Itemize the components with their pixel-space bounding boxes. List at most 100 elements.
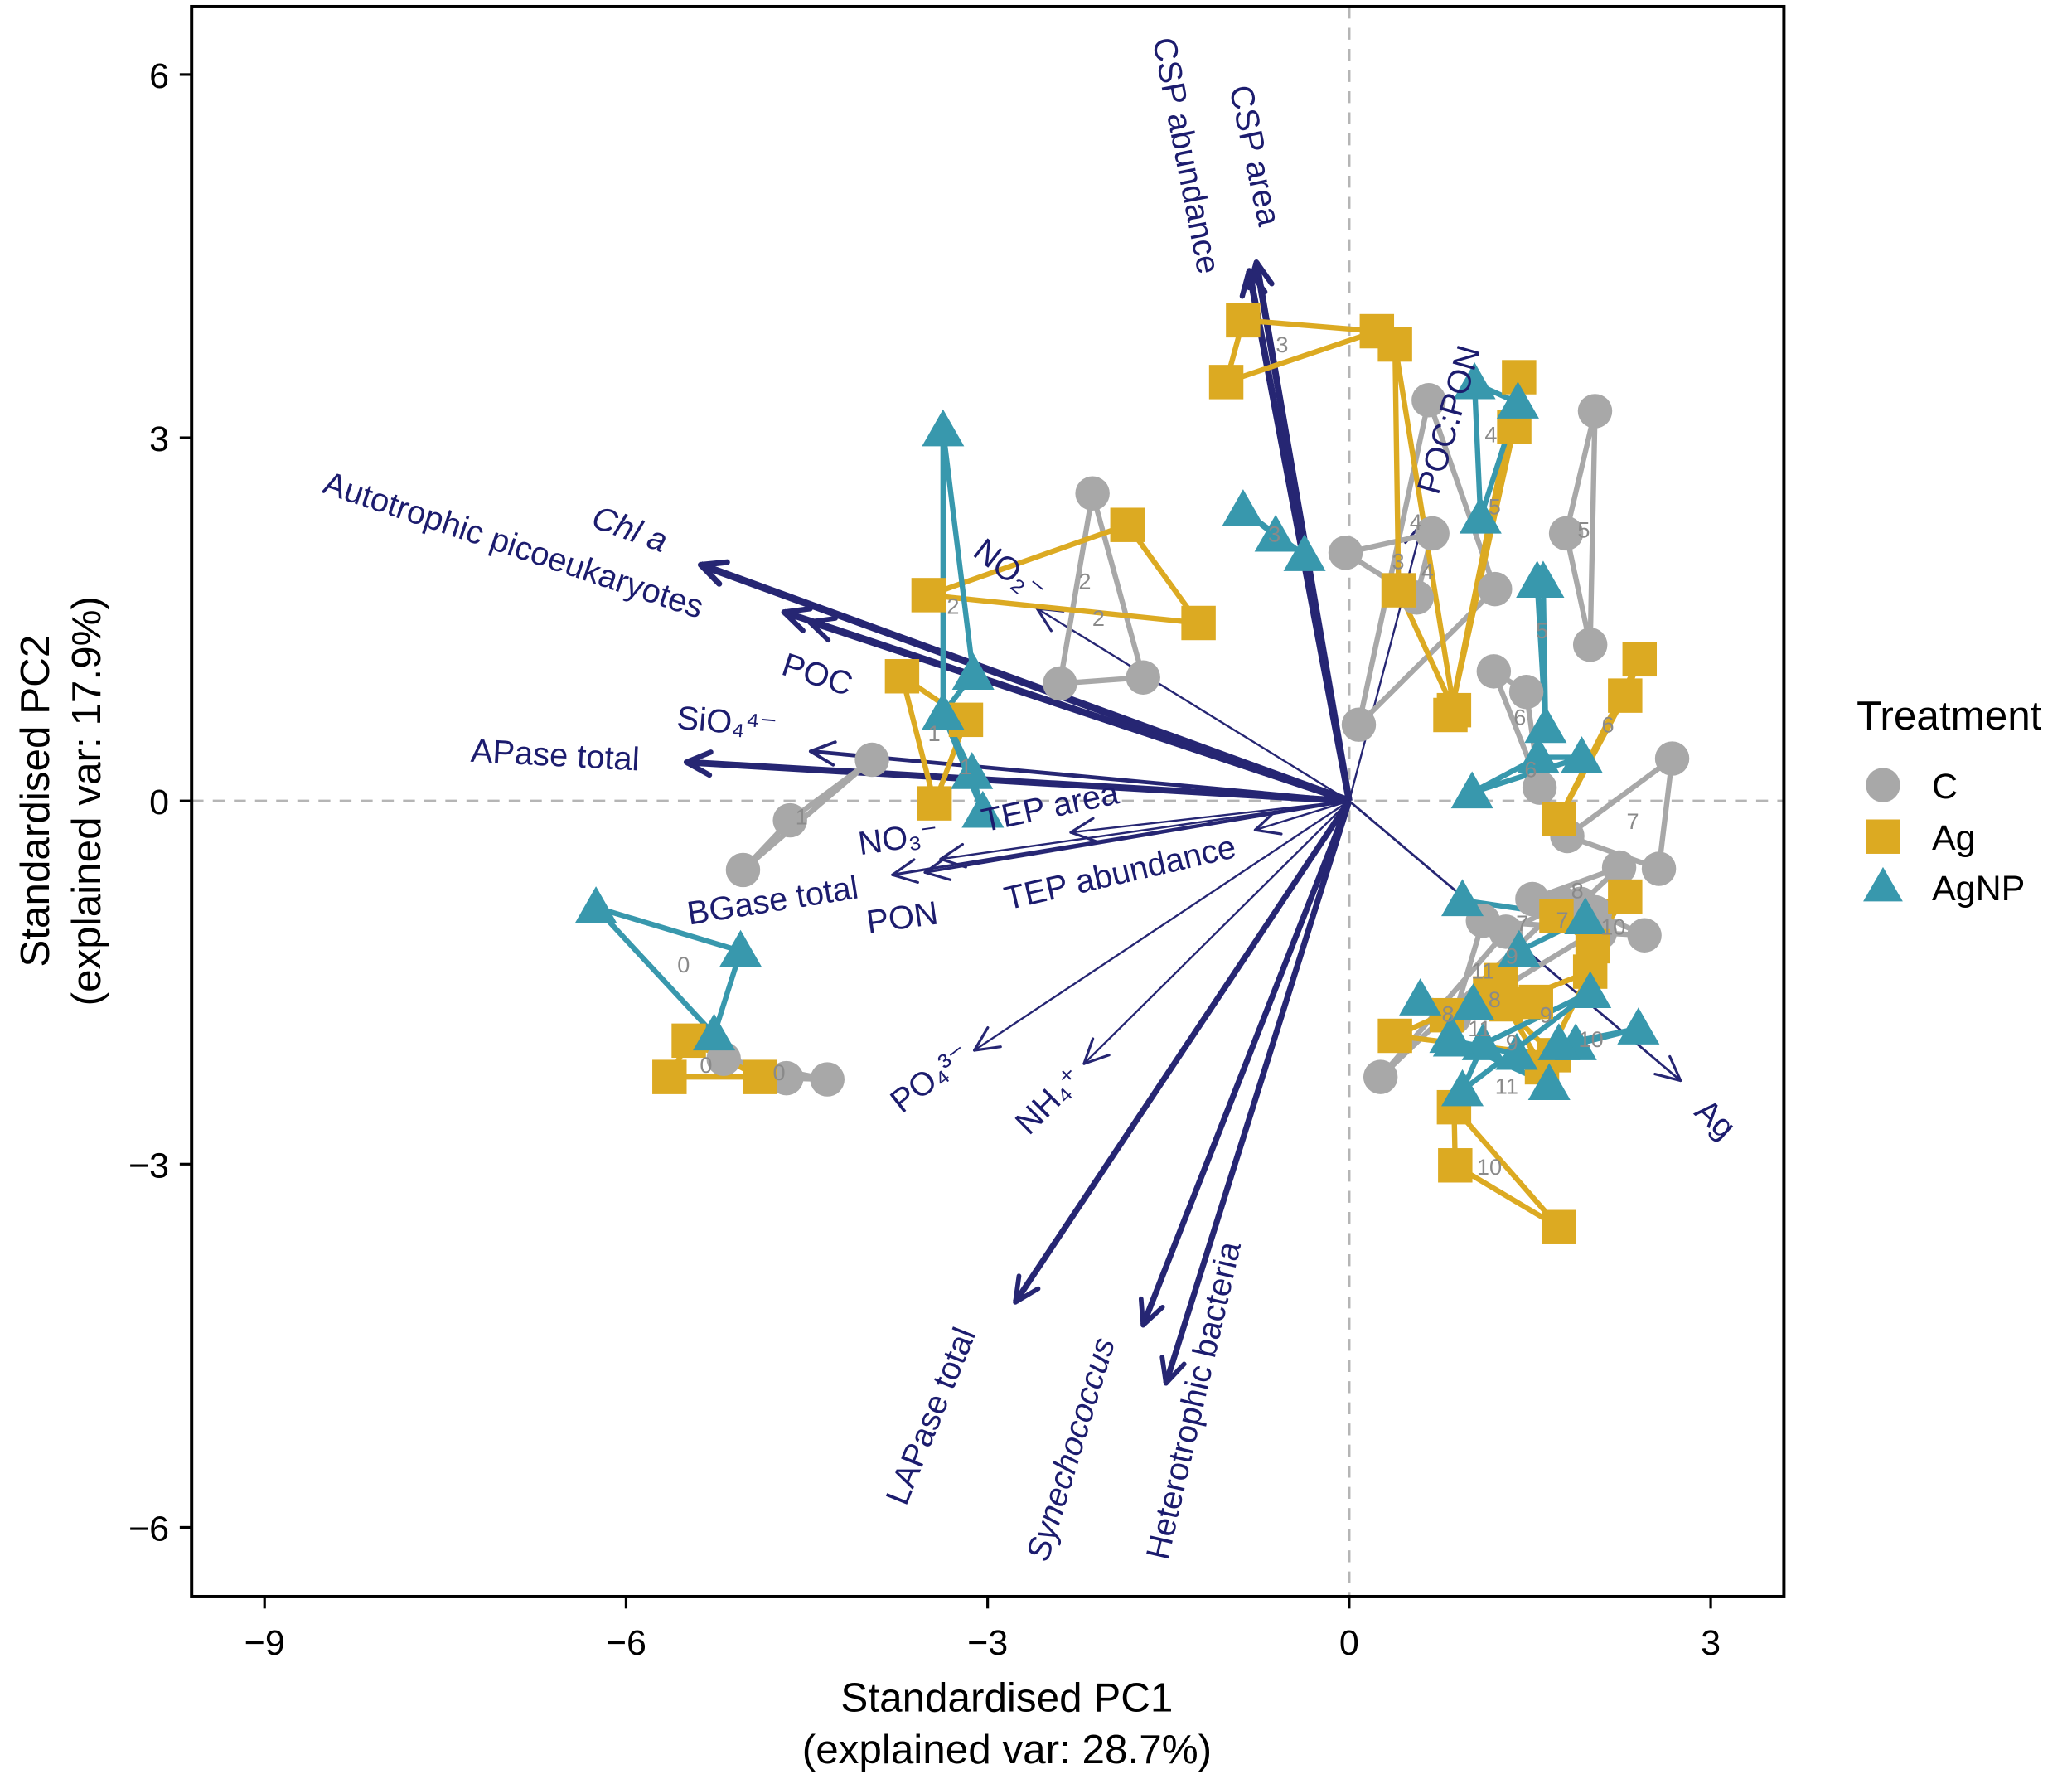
point-agnp bbox=[1222, 489, 1265, 526]
point-ag bbox=[1110, 507, 1145, 542]
group-outline-agnp bbox=[940, 710, 986, 815]
arrow-head bbox=[683, 749, 714, 765]
day-label: 7 bbox=[1627, 808, 1639, 834]
point-ag bbox=[743, 1059, 777, 1094]
point-c bbox=[1476, 654, 1512, 689]
arrow-shaft bbox=[1255, 800, 1350, 831]
arrow-shaft bbox=[1163, 800, 1353, 1384]
group-outline-ag bbox=[926, 522, 1202, 626]
day-label: 4 bbox=[1484, 422, 1497, 448]
arrow-head bbox=[973, 1025, 990, 1052]
point-agnp bbox=[1524, 705, 1567, 744]
y-tick-label: −3 bbox=[128, 1146, 169, 1185]
point-agnp bbox=[1527, 1063, 1571, 1101]
arrow-head bbox=[1069, 817, 1095, 834]
point-agnp bbox=[1564, 897, 1607, 934]
arrow-head bbox=[891, 873, 919, 884]
point-agnp bbox=[719, 929, 762, 967]
point-c bbox=[1328, 536, 1363, 570]
arrow-head bbox=[1013, 1286, 1041, 1305]
group-outline-c bbox=[1563, 408, 1598, 647]
point-c bbox=[810, 1062, 845, 1097]
day-label: 6 bbox=[1601, 712, 1614, 738]
day-label: 6 bbox=[1513, 704, 1526, 730]
day-label: 10 bbox=[1477, 1154, 1502, 1180]
arrow-head bbox=[698, 561, 723, 587]
x-axis-subtitle: (explained var: 28.7%) bbox=[802, 1727, 1212, 1772]
arrow-shaft bbox=[1036, 607, 1350, 802]
group-outline-agnp bbox=[1471, 381, 1521, 521]
arrow-head bbox=[683, 759, 713, 778]
point-ag bbox=[1377, 1018, 1412, 1054]
point-c bbox=[725, 852, 761, 888]
point-c bbox=[1508, 675, 1544, 710]
loading-arrow bbox=[973, 800, 1350, 1052]
arrow-head bbox=[939, 842, 965, 860]
day-label: 3 bbox=[1276, 332, 1288, 357]
x-tick-label: 3 bbox=[1701, 1623, 1721, 1663]
arrow-head bbox=[1069, 831, 1097, 843]
point-agnp bbox=[1441, 879, 1484, 917]
arrow-head bbox=[781, 609, 806, 633]
arrow-head bbox=[698, 559, 730, 568]
day-label: 4 bbox=[1410, 509, 1422, 535]
point-c bbox=[1577, 394, 1613, 429]
point-c bbox=[1126, 660, 1160, 695]
day-label: 8 bbox=[1442, 1001, 1455, 1026]
point-agnp bbox=[1517, 736, 1560, 773]
point-c bbox=[1478, 571, 1513, 607]
legend-title: Treatment bbox=[1857, 693, 2042, 739]
arrow-head bbox=[808, 749, 835, 767]
loading-arrow bbox=[1069, 799, 1349, 843]
point-ag bbox=[1608, 879, 1643, 914]
arrow-shaft bbox=[1013, 799, 1352, 1304]
point-agnp bbox=[1495, 1032, 1538, 1070]
point-c bbox=[1363, 1059, 1398, 1094]
arrow-head bbox=[973, 1045, 1002, 1052]
group-outline-c bbox=[1057, 491, 1146, 686]
arrow-head bbox=[1013, 1273, 1022, 1305]
point-agnp bbox=[1399, 978, 1442, 1016]
point-agnp bbox=[693, 1013, 736, 1051]
group-outline-agnp bbox=[1469, 754, 1585, 796]
point-agnp bbox=[1569, 971, 1612, 1009]
day-label: 11 bbox=[1468, 1016, 1491, 1041]
point-agnp bbox=[1522, 560, 1565, 598]
point-c bbox=[1075, 476, 1110, 511]
legend-key-triangle bbox=[1863, 866, 1903, 902]
y-tick-label: −6 bbox=[128, 1509, 169, 1549]
arrow-head bbox=[1253, 259, 1275, 287]
point-agnp bbox=[1283, 534, 1326, 571]
point-ag bbox=[884, 659, 920, 694]
point-ag bbox=[1438, 1148, 1473, 1183]
point-agnp bbox=[951, 652, 995, 690]
point-c bbox=[1641, 851, 1677, 886]
point-agnp bbox=[1453, 361, 1496, 400]
loading-arrow bbox=[806, 616, 1350, 804]
arrow-head bbox=[923, 856, 948, 874]
point-ag bbox=[1518, 984, 1553, 1020]
legend: Treatment C Ag AgNP bbox=[1857, 693, 2042, 909]
point-ag bbox=[1539, 899, 1574, 933]
day-label: 8 bbox=[1489, 986, 1501, 1012]
day-label: 2 bbox=[1078, 568, 1091, 594]
day-label: 9 bbox=[1506, 943, 1518, 969]
arrow-shaft bbox=[973, 800, 1350, 1052]
day-label: 5 bbox=[1577, 517, 1590, 543]
day-label: 11 bbox=[1471, 958, 1494, 984]
arrow-head bbox=[1082, 1054, 1111, 1065]
point-ag bbox=[911, 578, 946, 613]
day-label: 1 bbox=[796, 804, 808, 830]
arrow-head bbox=[1253, 828, 1283, 836]
loading-arrow bbox=[1253, 800, 1350, 836]
point-agnp bbox=[1450, 771, 1493, 809]
arrow-shaft bbox=[1140, 799, 1353, 1326]
loading-label: APase total bbox=[470, 733, 641, 778]
point-c bbox=[1043, 666, 1077, 701]
arrow-head bbox=[1163, 1361, 1187, 1386]
arrow-shaft bbox=[685, 759, 1350, 805]
day-label: 7 bbox=[1516, 910, 1528, 936]
legend-key-circle bbox=[1866, 768, 1900, 802]
